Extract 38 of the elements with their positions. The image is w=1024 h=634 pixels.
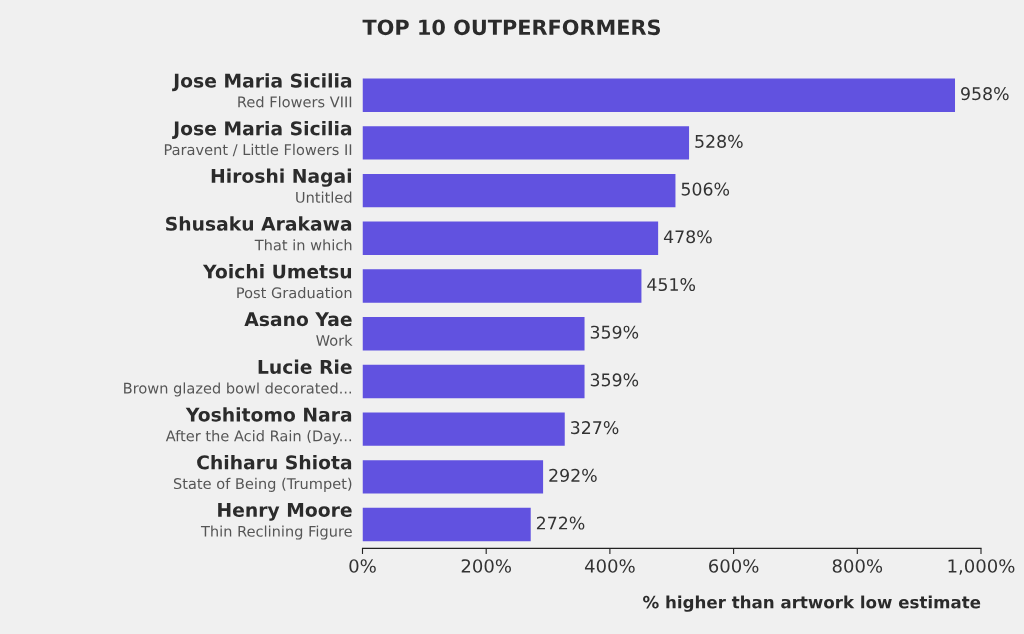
data-label: 292% [549,468,597,482]
data-label: 359% [590,325,639,339]
y-tick-label: Chiharu Shiota State of Being (Trumpet) [173,454,352,492]
bar [362,412,565,446]
chart-title: TOP 10 OUTPERFORMERS [362,19,660,36]
bar [362,364,585,399]
y-tick-label: Yoshitomo Nara After the Acid Rain (Day... [165,407,352,445]
bar [362,507,531,542]
y-tick-label: Lucie Rie Brown glazed bowl decorated... [124,359,352,397]
data-label: 359% [590,373,639,387]
y-tick-label: Yoichi Umetsu Post Graduation [202,264,352,299]
y-tick-label: Jose Maria Sicilia Red Flowers VIII [172,73,352,108]
y-tick-label: Hiroshi Nagai Untitled [211,168,352,203]
x-tick-label: 200% [461,559,512,573]
y-tick-label: Shusaku Arakawa That in which [166,216,352,251]
x-axis-title: % higher than artwork low estimate [643,595,981,612]
data-label: 272% [536,516,585,530]
bar [362,317,585,351]
data-label: 958% [961,87,1009,101]
y-tick-label: Henry Moore Thin Reclining Figure [200,503,352,540]
x-tick-label: 0% [349,559,376,573]
x-tick-label: 1,000% [948,559,1015,575]
data-label: 528% [695,134,743,148]
data-label: 327% [571,421,619,435]
x-tick-label: 400% [584,559,635,573]
x-tick-label: 800% [832,559,883,573]
y-tick-label: Jose Maria Sicilia Paravent / Little Flowers II [164,120,352,157]
bar [362,221,659,256]
y-tick-label: Asano Yae Work [244,312,353,346]
x-tick-label: 600% [709,559,759,573]
bar [362,126,690,160]
data-label: 451% [647,277,696,292]
data-label: 478% [663,230,712,244]
data-label: 506% [681,182,730,196]
bar [362,460,544,494]
bar [362,78,956,112]
bar [362,173,676,208]
bar [362,269,642,303]
